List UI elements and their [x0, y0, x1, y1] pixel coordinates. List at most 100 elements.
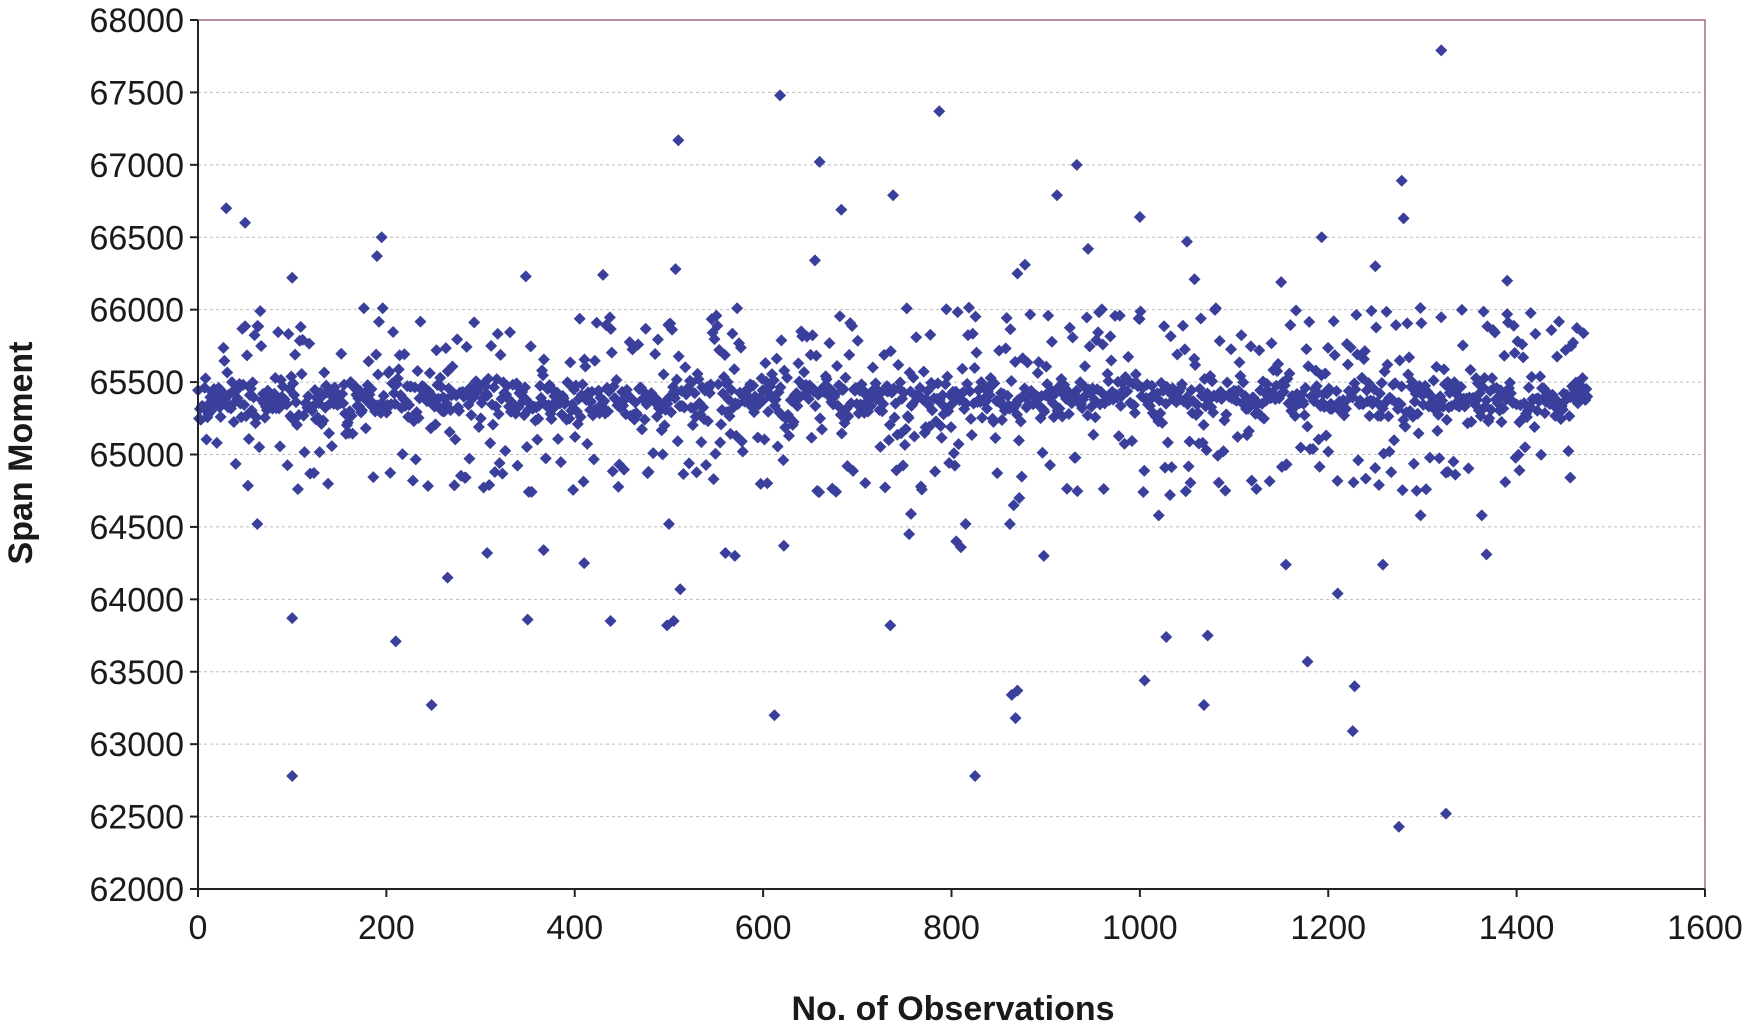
data-point [987, 415, 1000, 428]
data-point [532, 412, 545, 425]
data-point [647, 447, 660, 460]
data-point [1175, 378, 1188, 391]
x-tick-label: 600 [735, 909, 792, 947]
x-tick-label: 1200 [1290, 909, 1366, 947]
data-point [1480, 394, 1493, 407]
data-point [1359, 472, 1372, 485]
data-point [672, 350, 685, 363]
data-point [610, 374, 623, 387]
data-point [847, 464, 860, 477]
data-point [1300, 343, 1313, 356]
data-point [239, 216, 252, 229]
data-point [1485, 403, 1498, 416]
data-point [1200, 444, 1213, 457]
data-point [289, 348, 302, 361]
data-point [775, 334, 788, 347]
x-tick-label: 1000 [1102, 909, 1178, 947]
data-point [1087, 428, 1100, 441]
data-point [934, 419, 947, 432]
data-point [1497, 402, 1510, 415]
data-point [1298, 409, 1311, 422]
data-point [1498, 349, 1511, 362]
data-point [1488, 326, 1501, 339]
data-point [1297, 397, 1310, 410]
data-point [1192, 406, 1205, 419]
data-point [1395, 380, 1408, 393]
data-point [671, 435, 684, 448]
data-point [365, 383, 378, 396]
data-point [903, 528, 916, 541]
data-point [392, 363, 405, 376]
data-point [1242, 424, 1255, 437]
data-point [1370, 321, 1383, 334]
data-point [281, 459, 294, 472]
data-point [924, 328, 937, 341]
data-point [1299, 381, 1312, 394]
data-point [859, 477, 872, 490]
data-point [1158, 320, 1171, 333]
data-point [1180, 235, 1193, 248]
data-point [1508, 346, 1521, 359]
data-point [1344, 341, 1357, 354]
data-point [810, 349, 823, 362]
data-point [1082, 242, 1095, 255]
data-point [443, 426, 456, 439]
y-tick-label: 63500 [89, 654, 184, 692]
data-point [882, 434, 895, 447]
data-point [1462, 462, 1475, 475]
data-point [484, 437, 497, 450]
data-point [632, 338, 645, 351]
data-point [1164, 330, 1177, 343]
data-point [638, 413, 651, 426]
data-point [964, 412, 977, 425]
y-tick-label: 63000 [89, 726, 184, 764]
data-point [446, 360, 459, 373]
data-point [688, 387, 701, 400]
data-point [758, 433, 771, 446]
data-point [1078, 360, 1091, 373]
data-point [703, 387, 716, 400]
data-point [1257, 412, 1270, 425]
data-point [929, 465, 942, 478]
data-point [1189, 358, 1202, 371]
data-point [1032, 356, 1045, 369]
data-point [719, 546, 732, 559]
x-axis-title: No. of Observations [791, 990, 1114, 1028]
x-tick-label: 200 [358, 909, 415, 947]
data-point [767, 374, 780, 387]
data-point [357, 302, 370, 315]
data-point [1221, 376, 1234, 389]
data-point [1070, 158, 1083, 171]
data-point [1401, 317, 1414, 330]
data-point [923, 420, 936, 433]
data-point [1363, 409, 1376, 422]
data-point [1563, 410, 1576, 423]
data-point [715, 418, 728, 431]
data-point [915, 483, 928, 496]
y-tick-label: 67000 [89, 147, 184, 185]
data-point [1233, 356, 1246, 369]
data-point [963, 385, 976, 398]
data-point [376, 302, 389, 315]
data-point [1464, 363, 1477, 376]
data-point [1528, 421, 1541, 434]
data-point [1244, 340, 1257, 353]
data-point [1126, 435, 1139, 448]
data-point [1372, 478, 1385, 491]
data-point [280, 398, 293, 411]
data-point [1319, 367, 1332, 380]
data-point [1517, 351, 1530, 364]
data-point [597, 268, 610, 281]
data-point [1385, 466, 1398, 479]
data-point [1076, 402, 1089, 415]
data-point [956, 362, 969, 375]
data-point [1253, 344, 1266, 357]
data-point [941, 370, 954, 383]
data-point [434, 371, 447, 384]
data-point [1365, 304, 1378, 317]
data-point [1133, 313, 1146, 326]
data-point [1556, 403, 1569, 416]
data-point [1237, 376, 1250, 389]
data-point [1031, 367, 1044, 380]
